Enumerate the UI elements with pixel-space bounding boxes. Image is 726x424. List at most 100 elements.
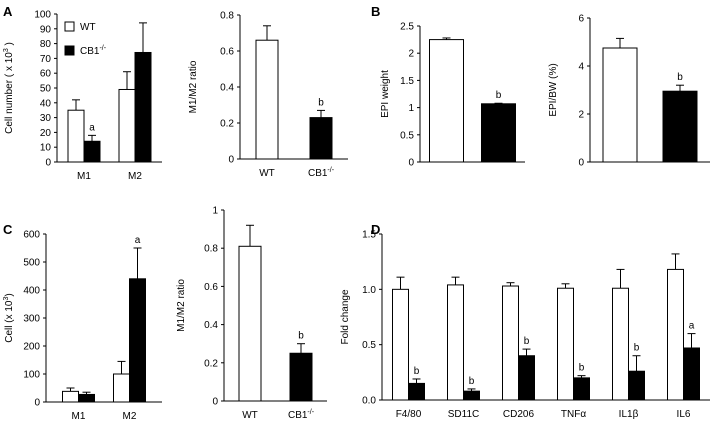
y-tick-label: 0: [45, 158, 51, 169]
bar: [429, 39, 464, 163]
y-tick-label: 0: [228, 155, 234, 166]
legend-swatch: [64, 45, 75, 56]
y-tick-label: 500: [23, 258, 40, 269]
bar: [255, 39, 279, 160]
y-tick-label: 40: [40, 98, 52, 109]
bar: [447, 284, 464, 401]
y-tick-label: 200: [23, 342, 40, 353]
y-tick-label: 70: [40, 54, 52, 65]
y-tick-label: 1.0: [362, 285, 376, 296]
panel-label: B: [371, 4, 380, 19]
bar: [662, 90, 698, 163]
bar: [463, 390, 480, 401]
bar: [408, 382, 425, 401]
bar: [118, 88, 136, 163]
bar: [573, 377, 590, 401]
x-tick-label: M1: [77, 171, 91, 182]
x-tick-label: SD11C: [448, 409, 480, 420]
significance-label: b: [414, 366, 420, 377]
significance-label: a: [135, 235, 141, 246]
legend: WT CB1-/-: [64, 21, 107, 57]
chart-panel-4: 0 2 4 6 EPI/BW (%) b: [548, 14, 710, 169]
y-tick-label: 80: [40, 39, 52, 50]
panel-label: D: [371, 222, 380, 237]
y-tick-label: 2: [408, 49, 414, 60]
y-tick-label: 0.6: [220, 47, 234, 58]
chart-panel-1: A 0 10 20 30 40 50 60 70 80 90 100 Cell number ( x 1…: [3, 4, 162, 182]
bar: [289, 352, 313, 402]
x-tick-label: CD206: [503, 409, 535, 420]
y-tick-label: 0: [408, 158, 414, 169]
legend-label: WT: [80, 22, 96, 33]
chart-panel-7: D 0.0 0.5 1.0 1.5 Fold change F4/80 SD11C CD206 T…: [340, 222, 710, 420]
significance-label: b: [318, 97, 324, 108]
significance-label: a: [89, 122, 95, 133]
y-tick-label: 50: [40, 84, 52, 95]
significance-label: b: [677, 72, 683, 83]
y-tick-label: 0.8: [220, 11, 234, 22]
bar: [518, 355, 535, 401]
y-tick-label: 10: [40, 143, 52, 154]
y-tick-label: 2.5: [400, 22, 414, 33]
y-tick-label: 0: [578, 158, 584, 169]
y-axis-label: M1/M2 ratio: [176, 279, 187, 332]
bar: [134, 51, 152, 163]
y-tick-label: 4: [578, 62, 584, 73]
bar: [602, 47, 638, 163]
y-tick-label: 1: [408, 103, 414, 114]
y-tick-label: 100: [23, 370, 40, 381]
x-tick-label: M2: [128, 171, 142, 182]
chart-panel-6: 0 0.2 0.4 0.6 0.8 1 M1/M2 ratio WT CB1-/- b: [176, 206, 327, 421]
bar: [481, 103, 516, 163]
y-tick-label: 0.6: [204, 282, 218, 293]
y-tick-label: 0: [212, 397, 218, 408]
y-tick-label: 300: [23, 314, 40, 325]
y-tick-label: 6: [578, 14, 584, 25]
y-axis-label: EPI weight: [380, 70, 391, 118]
x-tick-label: TNFα: [561, 409, 586, 420]
y-tick-label: 30: [40, 113, 52, 124]
y-tick-label: 0.0: [362, 396, 376, 407]
legend-swatch: [64, 21, 75, 32]
bar: [67, 109, 85, 163]
y-axis-label: Cell (x 103): [3, 293, 15, 343]
y-tick-label: 2: [578, 110, 584, 121]
bar: [78, 393, 95, 403]
panel-label: C: [3, 222, 13, 237]
y-tick-label: 90: [40, 24, 52, 35]
bar: [502, 285, 519, 401]
x-tick-label: M2: [123, 411, 137, 422]
x-tick-label: CB1-/-: [288, 409, 315, 421]
significance-label: b: [579, 363, 585, 374]
y-tick-label: 0: [34, 398, 40, 409]
y-axis-label: EPI/BW (%): [548, 63, 559, 116]
x-tick-label: WT: [242, 410, 258, 421]
significance-label: b: [634, 343, 640, 354]
chart-panel-2: 0 0.2 0.4 0.6 0.8 M1/M2 ratio WT CB1-/- b: [188, 11, 348, 179]
chart-panel-5: C 0 100 200 300 400 500 600 Cell (x 103) M1 M2 a: [3, 222, 162, 422]
bar: [62, 390, 79, 403]
significance-label: b: [469, 376, 475, 387]
y-tick-label: 20: [40, 128, 52, 139]
bar: [309, 117, 333, 160]
y-tick-label: 0.2: [204, 358, 218, 369]
y-axis-label: Cell number ( x 103 ): [3, 42, 15, 134]
x-tick-label: IL6: [677, 409, 691, 420]
y-tick-label: 100: [34, 10, 51, 21]
y-tick-label: 0.5: [362, 340, 376, 351]
bar: [557, 287, 574, 401]
bar: [113, 373, 130, 403]
y-axis-label: M1/M2 ratio: [188, 60, 199, 113]
y-axis-label: Fold change: [340, 289, 351, 344]
bar: [129, 278, 146, 403]
y-tick-label: 0.2: [220, 119, 234, 130]
bar: [612, 287, 629, 401]
x-tick-label: M1: [72, 411, 86, 422]
y-tick-label: 1: [212, 206, 218, 217]
y-tick-label: 1.5: [400, 76, 414, 87]
bar: [238, 245, 262, 402]
significance-label: b: [496, 90, 502, 101]
significance-label: a: [689, 321, 695, 332]
significance-label: b: [298, 331, 304, 342]
